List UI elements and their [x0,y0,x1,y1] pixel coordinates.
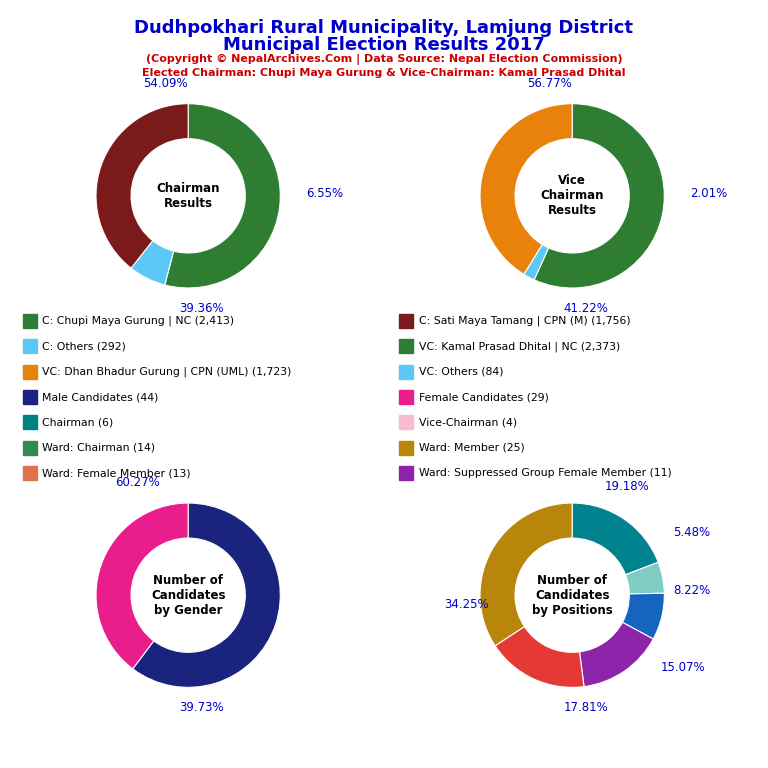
Text: 15.07%: 15.07% [660,660,705,674]
Wedge shape [625,562,664,594]
Text: 19.18%: 19.18% [605,480,650,493]
Text: Female Candidates (29): Female Candidates (29) [419,392,548,402]
Text: Ward: Female Member (13): Ward: Female Member (13) [42,468,191,478]
Text: C: Chupi Maya Gurung | NC (2,413): C: Chupi Maya Gurung | NC (2,413) [42,316,234,326]
Text: VC: Dhan Bhadur Gurung | CPN (UML) (1,723): VC: Dhan Bhadur Gurung | CPN (UML) (1,72… [42,366,292,377]
Wedge shape [580,622,654,687]
Text: 2.01%: 2.01% [690,187,727,200]
Text: 41.22%: 41.22% [564,302,608,315]
Wedge shape [524,244,548,280]
Text: C: Sati Maya Tamang | CPN (M) (1,756): C: Sati Maya Tamang | CPN (M) (1,756) [419,316,631,326]
Text: Number of
Candidates
by Gender: Number of Candidates by Gender [151,574,226,617]
Wedge shape [133,503,280,687]
Text: 17.81%: 17.81% [564,701,608,714]
Text: C: Others (292): C: Others (292) [42,341,126,352]
Text: Vice-Chairman (4): Vice-Chairman (4) [419,417,517,428]
Text: Vice
Chairman
Results: Vice Chairman Results [541,174,604,217]
Text: 56.77%: 56.77% [527,77,571,90]
Wedge shape [480,104,572,274]
Text: 54.09%: 54.09% [143,77,187,90]
Text: Number of
Candidates
by Positions: Number of Candidates by Positions [531,574,613,617]
Text: Elected Chairman: Chupi Maya Gurung & Vice-Chairman: Kamal Prasad Dhital: Elected Chairman: Chupi Maya Gurung & Vi… [142,68,626,78]
Text: Ward: Member (25): Ward: Member (25) [419,442,525,453]
Wedge shape [534,104,664,288]
Wedge shape [131,240,174,285]
Wedge shape [96,503,188,669]
Text: Male Candidates (44): Male Candidates (44) [42,392,159,402]
Text: 60.27%: 60.27% [115,476,160,489]
Text: VC: Kamal Prasad Dhital | NC (2,373): VC: Kamal Prasad Dhital | NC (2,373) [419,341,620,352]
Wedge shape [165,104,280,288]
Text: (Copyright © NepalArchives.Com | Data Source: Nepal Election Commission): (Copyright © NepalArchives.Com | Data So… [146,54,622,65]
Wedge shape [572,503,658,574]
Text: Chairman
Results: Chairman Results [157,182,220,210]
Text: Ward: Suppressed Group Female Member (11): Ward: Suppressed Group Female Member (11… [419,468,671,478]
Text: Municipal Election Results 2017: Municipal Election Results 2017 [223,36,545,54]
Wedge shape [480,503,572,646]
Text: 5.48%: 5.48% [674,526,710,539]
Text: 6.55%: 6.55% [306,187,343,200]
Text: 34.25%: 34.25% [444,598,488,611]
Text: VC: Others (84): VC: Others (84) [419,366,503,377]
Text: Ward: Chairman (14): Ward: Chairman (14) [42,442,155,453]
Text: 39.36%: 39.36% [180,302,224,315]
Text: Dudhpokhari Rural Municipality, Lamjung District: Dudhpokhari Rural Municipality, Lamjung … [134,19,634,37]
Text: Chairman (6): Chairman (6) [42,417,114,428]
Text: 8.22%: 8.22% [674,584,710,597]
Text: 39.73%: 39.73% [180,701,224,714]
Wedge shape [96,104,188,268]
Wedge shape [495,627,584,687]
Wedge shape [622,593,664,639]
